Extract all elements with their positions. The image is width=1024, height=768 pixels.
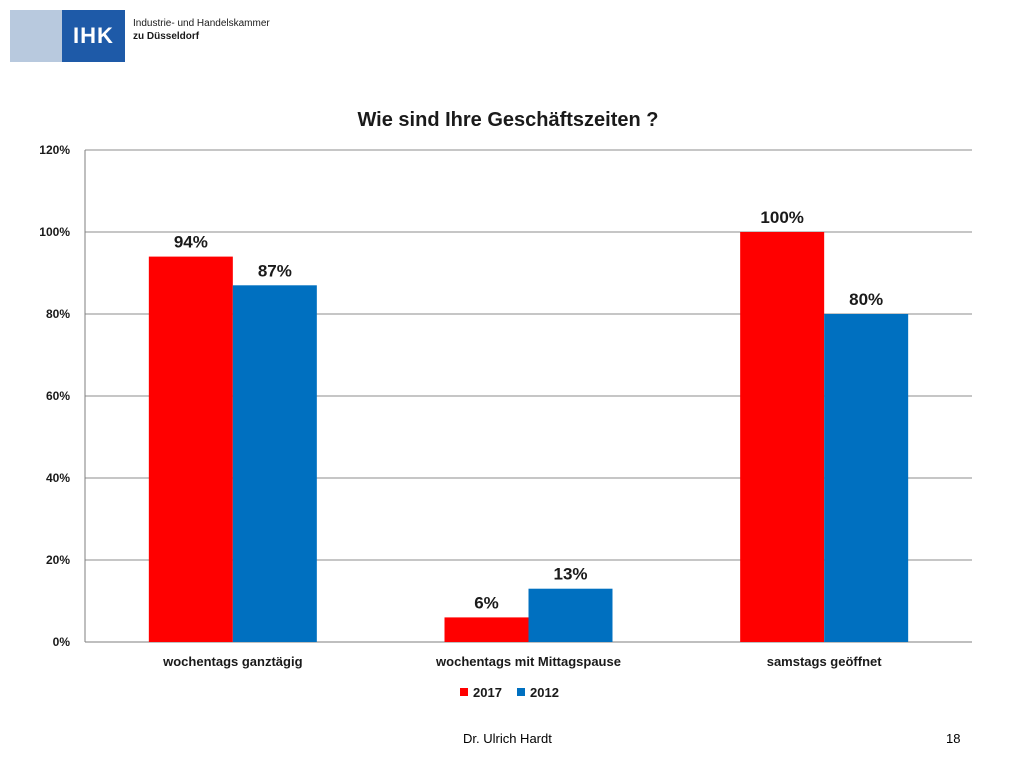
y-tick-label: 60% [46,389,70,403]
legend-label: 2012 [530,685,559,700]
y-tick-label: 100% [39,225,70,239]
category-label: wochentags ganztägig [162,654,302,669]
category-label: wochentags mit Mittagspause [435,654,621,669]
legend-swatch-2012 [517,688,525,696]
y-tick-label: 40% [46,471,70,485]
bar-2017 [148,256,233,642]
logo-block-light [10,10,62,62]
page-number: 18 [946,731,961,746]
bar-2012 [528,588,613,642]
data-label: 80% [849,290,883,309]
bar-2017 [444,617,529,642]
legend-swatch-2017 [460,688,468,696]
logo-mark: IHK [62,10,125,62]
y-tick-label: 80% [46,307,70,321]
bar-2012 [824,314,909,642]
category-label: samstags geöffnet [767,654,883,669]
data-label: 13% [553,565,587,584]
data-label: 100% [760,208,803,227]
footer-author: Dr. Ulrich Hardt [463,731,552,746]
chart-title: Wie sind Ihre Geschäftszeiten ? [357,109,658,131]
data-label: 94% [174,233,208,252]
logo-text: Industrie- und Handelskammer zu Düsseldo… [133,17,293,43]
y-tick-label: 120% [39,143,70,157]
bar-chart: Wie sind Ihre Geschäftszeiten ? 0% 20% 40% 6… [39,109,972,700]
logo-line-1: Industrie- und Handelskammer [133,18,270,29]
bar-2017 [740,232,825,642]
logo-line-2: zu Düsseldorf [133,31,200,42]
data-label: 6% [474,593,499,612]
y-tick-label: 0% [53,635,71,649]
bar-2012 [232,285,317,642]
legend-label: 2017 [473,685,502,700]
y-tick-label: 20% [46,553,70,567]
data-label: 87% [258,261,292,280]
